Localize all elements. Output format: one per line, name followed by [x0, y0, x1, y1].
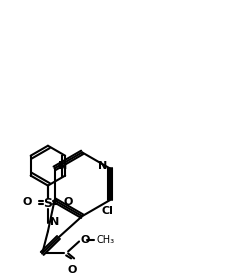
Text: O: O	[64, 197, 73, 207]
Text: S: S	[43, 197, 53, 210]
Text: N: N	[50, 217, 59, 227]
Text: N: N	[98, 161, 107, 171]
Text: O: O	[80, 235, 90, 245]
Text: N: N	[58, 161, 67, 171]
Text: Cl: Cl	[102, 206, 114, 216]
Text: O: O	[23, 197, 32, 207]
Text: CH₃: CH₃	[96, 235, 114, 245]
Text: O: O	[68, 265, 77, 275]
